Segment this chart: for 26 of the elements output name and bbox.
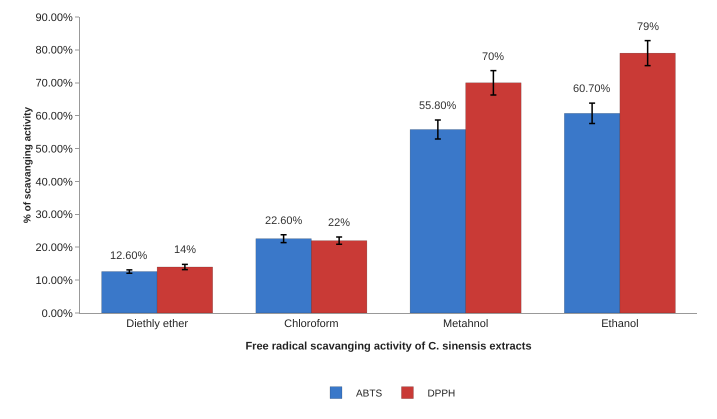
y-tick-label: 60.00% [35,110,74,123]
x-tick-label: Ethanol [601,318,639,330]
y-tick-label: 80.00% [35,44,74,57]
y-tick-label: 70.00% [35,78,74,90]
data-label: 70% [482,51,504,63]
data-label: 12.60% [110,250,148,262]
data-label: 22% [328,217,350,229]
y-tick-label: 0.00% [42,308,74,320]
legend-label: DPPH [427,388,456,400]
y-tick-label: 10.00% [35,274,74,287]
y-tick-label: 40.00% [35,176,74,188]
x-tick-label: Metahnol [442,318,488,330]
data-label: 22.60% [265,215,303,227]
data-label: 60.70% [573,83,611,95]
data-label: 14% [174,244,196,256]
x-axis-title: Free radical scavanging activity of C. sinensis extracts [245,340,532,352]
y-tick-label: 30.00% [35,209,74,222]
data-label: 79% [637,21,660,33]
data-label: 55.80% [419,100,457,112]
y-tick-label: 90.00% [35,12,74,24]
legend-label: ABTS [356,388,382,400]
x-tick-label: Diethly ether [126,318,188,330]
y-axis-title: % of scavanging activity [22,106,34,224]
y-tick-label: 50.00% [35,143,74,156]
x-tick-label: Chloroform [284,318,339,330]
y-tick-label: 20.00% [35,242,74,254]
